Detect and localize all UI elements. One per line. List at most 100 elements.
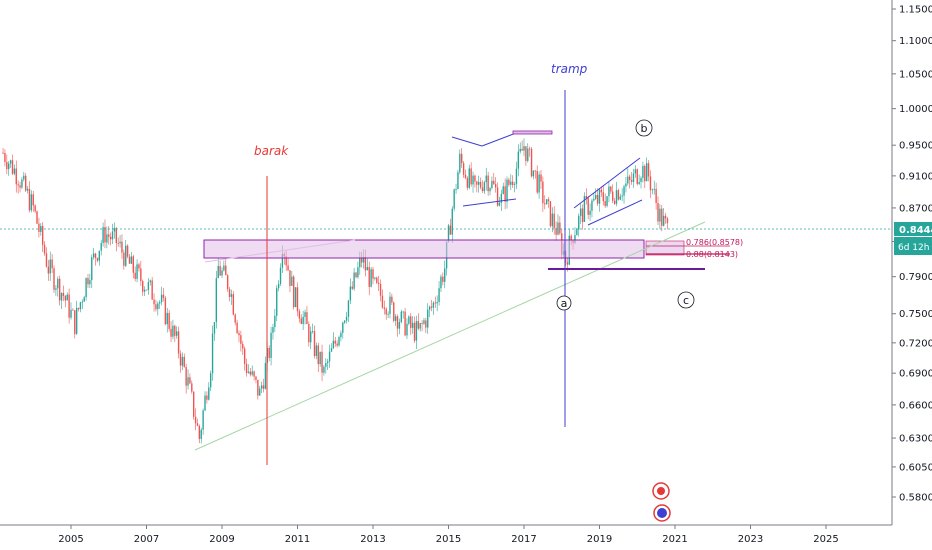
candle-body	[115, 227, 117, 243]
candle-body	[174, 325, 176, 336]
candle-body	[659, 208, 661, 222]
candle-body	[474, 175, 476, 182]
candle-body	[276, 288, 278, 316]
candle-body	[242, 343, 244, 349]
candle-body	[328, 351, 331, 362]
x-tick-label: 2017	[511, 534, 536, 545]
candle-body	[30, 194, 33, 211]
candle-body	[442, 276, 444, 282]
candle-body	[132, 256, 134, 273]
candle-body	[211, 333, 214, 374]
y-tick-label: 1.1000	[899, 36, 932, 47]
x-tick-label: 2013	[360, 534, 385, 545]
candle-body	[119, 241, 121, 244]
dividend-icon[interactable]	[652, 482, 670, 500]
candle-body	[223, 265, 225, 271]
candle-body	[268, 348, 270, 358]
x-tick-label: 2011	[285, 534, 310, 545]
candle-body	[62, 292, 65, 297]
candle-body	[428, 306, 431, 310]
candle-body	[157, 303, 159, 310]
candle-body	[613, 200, 616, 204]
candle-body	[513, 184, 516, 185]
candle-body	[510, 181, 512, 185]
candle-body	[126, 245, 129, 257]
candle-body	[315, 345, 318, 356]
candle-body	[113, 227, 116, 232]
candle-body	[483, 182, 486, 192]
candle-body	[332, 340, 335, 349]
wave-b-marker[interactable]: b	[635, 119, 653, 137]
candle-body	[279, 267, 282, 284]
fib-box[interactable]	[645, 240, 685, 256]
candle-body	[511, 181, 514, 185]
candle-body	[2, 152, 4, 154]
candle-body	[551, 213, 554, 227]
candle-body	[396, 316, 399, 329]
candle-body	[272, 327, 274, 333]
wave-a-marker[interactable]: a	[556, 295, 572, 311]
candle-body	[527, 148, 529, 161]
candle-body	[455, 189, 457, 190]
candle-body	[121, 241, 123, 253]
long-trend-line[interactable]	[194, 221, 706, 451]
candle-body	[638, 181, 640, 184]
candle-body	[143, 289, 146, 292]
candle-body	[243, 348, 246, 364]
candle-body	[523, 146, 525, 151]
last-price-badge: 0.8444	[894, 222, 932, 236]
candle-body	[496, 187, 499, 206]
candle-body	[612, 191, 614, 201]
candle-body	[151, 280, 153, 300]
candle-body	[183, 356, 185, 368]
candle-body	[381, 295, 384, 308]
candle-body	[366, 267, 369, 271]
candle-body	[362, 257, 365, 263]
candle-body	[370, 269, 372, 287]
candle-body	[461, 153, 463, 164]
candle-body	[578, 215, 580, 230]
candle-body	[138, 264, 140, 269]
candle-body	[355, 272, 357, 278]
candle-body	[77, 307, 80, 310]
wave-c-marker[interactable]: c	[677, 291, 695, 309]
candle-body	[317, 345, 319, 365]
earnings-icon[interactable]	[653, 504, 671, 522]
candle-body	[45, 253, 48, 267]
candle-body	[536, 170, 538, 193]
candle-body	[515, 168, 518, 185]
demand-zone[interactable]	[203, 239, 645, 259]
candle-body	[245, 363, 248, 373]
candle-body	[270, 332, 272, 358]
candle-body	[160, 294, 163, 303]
candle-body	[349, 286, 352, 301]
candle-body	[136, 264, 138, 279]
candle-body	[47, 266, 50, 274]
candle-body	[468, 168, 470, 188]
candle-body	[181, 356, 184, 366]
candle-body	[372, 269, 374, 279]
candle-body	[644, 165, 646, 182]
candle-body	[15, 168, 17, 185]
candle-body	[8, 163, 10, 170]
candle-body	[145, 289, 148, 291]
candle-body	[525, 146, 527, 161]
candle-body	[617, 190, 620, 200]
candle-body	[198, 425, 201, 439]
candle-body	[625, 183, 627, 187]
candle-body	[259, 388, 261, 396]
x-tick-label: 2007	[134, 534, 159, 545]
candle-body	[478, 181, 480, 185]
candle-body	[598, 189, 601, 204]
candle-body	[347, 300, 350, 317]
candle-body	[176, 331, 178, 336]
y-tick-label: 0.7500	[899, 309, 932, 320]
candle-body	[434, 302, 436, 304]
candle-body	[206, 395, 208, 400]
candle-body	[308, 324, 310, 343]
candle-body	[196, 423, 199, 426]
candle-body	[172, 325, 174, 337]
candle-body	[247, 371, 250, 373]
candle-body	[545, 199, 548, 205]
